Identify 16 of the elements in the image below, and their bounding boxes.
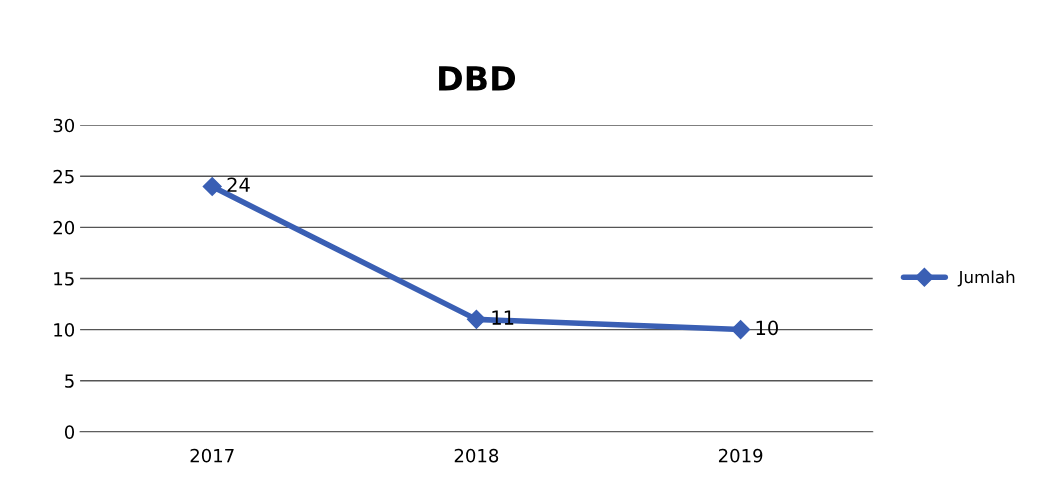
y-tick-label: 25 <box>53 169 74 184</box>
x-tick-label: 2017 <box>190 448 234 463</box>
y-tick-label: 5 <box>65 374 74 388</box>
point <box>202 176 222 197</box>
y-tick-label: 20 <box>53 220 75 235</box>
legend-label: Jumlah <box>957 270 1015 287</box>
y-tick-label: 30 <box>53 118 75 133</box>
x-tick-label: 2018 <box>454 448 499 463</box>
x-tick-label: 2019 <box>718 448 763 463</box>
point <box>466 309 486 329</box>
y-tick-label: 15 <box>54 272 74 286</box>
y-tick-label: 10 <box>54 323 75 337</box>
point <box>731 320 751 340</box>
y-tick-label: 0 <box>64 425 75 439</box>
chart-title: DBD <box>439 66 516 91</box>
data-label: 24 <box>227 177 250 192</box>
